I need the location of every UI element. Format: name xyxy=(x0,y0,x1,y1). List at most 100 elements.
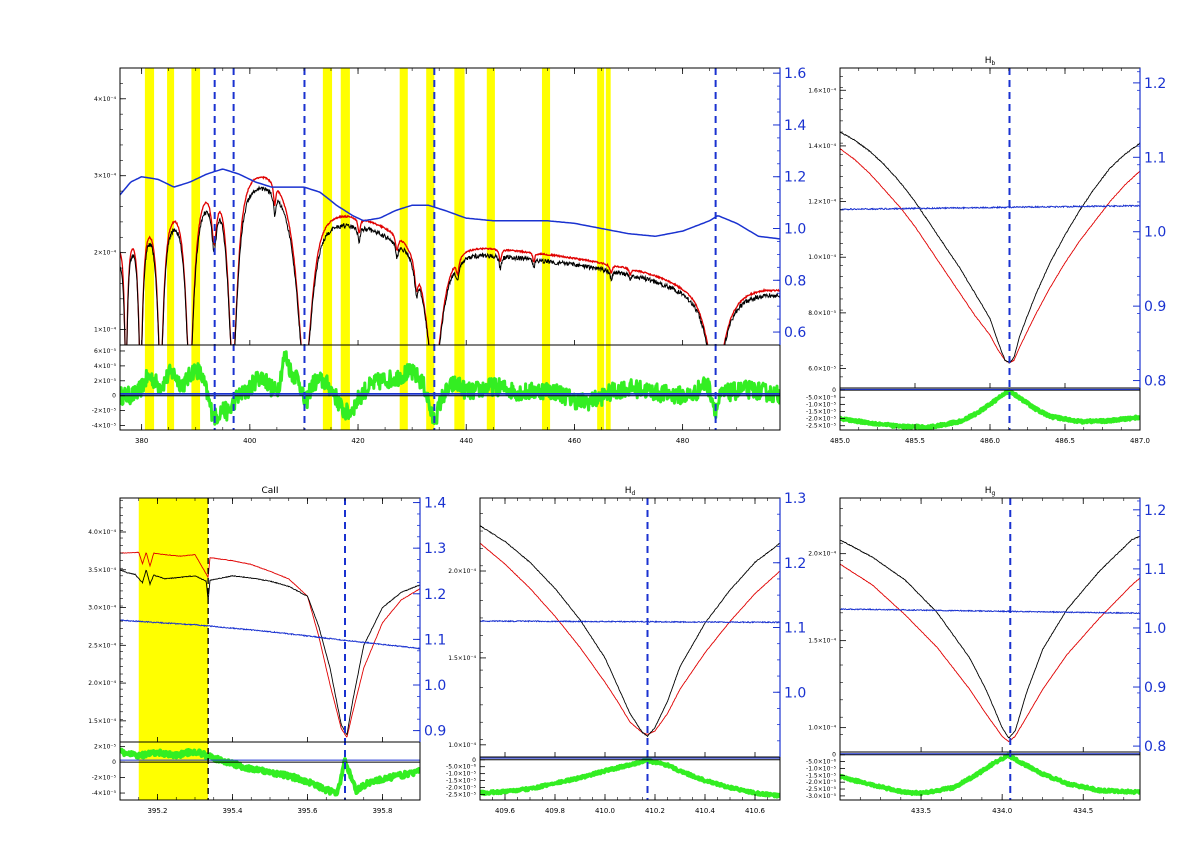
x-tick-label-hd-5: 410.6 xyxy=(745,807,766,815)
x-tick-label-caii-2: 395.6 xyxy=(297,807,318,815)
ratio-curve-hb xyxy=(840,204,1140,211)
x-tick-label-hd-3: 410.2 xyxy=(645,807,665,815)
resid-tick-label-hg-3: -1.5×10⁻⁵ xyxy=(806,772,837,779)
resid-tick-label-overview-1: 4×10⁻⁵ xyxy=(94,363,117,370)
right-tick-label-overview-1: 0.8 xyxy=(784,273,806,289)
resid-frame-overview xyxy=(119,344,781,431)
fit-band-overview-9 xyxy=(541,68,551,345)
x-tick-label-overview-5: 480 xyxy=(676,437,689,445)
panel-hd: 1.0×10⁻⁴ 1.5×10⁻⁴ 2.0×10⁻⁴ 1.0 1.1 1.2 1.3 0-5.… xyxy=(446,486,806,815)
x-tick-label-hb-0: 485.0 xyxy=(830,437,850,445)
residual-hg xyxy=(840,752,1140,797)
plot-area-caii xyxy=(120,498,420,742)
left-tick-label-hg-1: 1.5×10⁻⁴ xyxy=(808,638,836,645)
left-tick-label-hb-4: 1.4×10⁻⁴ xyxy=(808,143,836,150)
resid-tick-label-hb-1: -5.0×10⁻⁶ xyxy=(806,394,837,401)
model-spectrum-caii xyxy=(120,551,420,738)
resid-tick-label-hb-3: -1.5×10⁻⁵ xyxy=(806,408,837,415)
observed-spectrum-caii xyxy=(120,569,420,735)
fit-band-resid-overview-5 xyxy=(399,345,408,430)
panel-title-caii: CaII xyxy=(261,486,278,496)
right-tick-label-hb-0: 0.8 xyxy=(1144,374,1166,390)
right-tick-label-hg-0: 0.8 xyxy=(1144,739,1166,755)
x-tick-label-hg-1: 434.0 xyxy=(992,807,1012,815)
right-tick-label-caii-3: 1.2 xyxy=(424,587,446,603)
right-tick-label-overview-5: 1.6 xyxy=(784,66,806,82)
left-tick-label-hd-2: 2.0×10⁻⁴ xyxy=(448,568,476,575)
resid-tick-label-hg-6: -3.0×10⁻⁵ xyxy=(806,793,837,800)
plot-area-hg xyxy=(840,535,1140,743)
x-tick-label-hd-4: 410.4 xyxy=(695,807,716,815)
left-tick-label-hb-1: 8.0×10⁻⁵ xyxy=(808,310,836,317)
residual-caii xyxy=(120,747,420,797)
left-tick-label-overview-3: 4×10⁻⁴ xyxy=(94,96,117,103)
x-tick-label-hg-0: 433.5 xyxy=(911,807,931,815)
resid-tick-label-overview-3: 0 xyxy=(112,393,116,400)
x-tick-label-overview-4: 460 xyxy=(568,437,581,445)
model-spectrum-hd xyxy=(480,542,780,735)
plot-area-overview xyxy=(120,68,780,345)
left-tick-label-hd-1: 1.5×10⁻⁴ xyxy=(448,655,476,662)
right-tick-label-overview-3: 1.2 xyxy=(784,170,806,186)
model-spectrum-hb xyxy=(840,148,1140,364)
x-tick-label-hb-3: 486.5 xyxy=(1055,437,1075,445)
resid-area-hb xyxy=(840,388,1140,430)
observed-spectrum-hb xyxy=(840,131,1140,364)
resid-tick-label-hg-2: -1.0×10⁻⁵ xyxy=(806,765,837,772)
resid-tick-label-hd-0: 0 xyxy=(472,757,476,764)
right-tick-label-hg-4: 1.2 xyxy=(1144,503,1166,519)
x-tick-label-caii-3: 395.8 xyxy=(372,807,392,815)
fit-band-overview-8 xyxy=(486,68,495,345)
right-tick-label-caii-4: 1.3 xyxy=(424,541,446,557)
x-tick-label-overview-0: 380 xyxy=(135,437,148,445)
panel-title-hd: Hd xyxy=(625,486,636,497)
right-tick-label-hg-3: 1.1 xyxy=(1144,562,1166,578)
resid-tick-label-hd-3: -1.5×10⁻⁵ xyxy=(446,778,477,785)
panel-overview: 1×10⁻⁴ 2×10⁻⁴ 3×10⁻⁴ 4×10⁻⁴ 0.6 0.8 1.0 1.2 1.4 1… xyxy=(92,66,807,445)
resid-tick-label-hb-5: -2.5×10⁻⁵ xyxy=(806,423,837,430)
residual-hd xyxy=(480,757,780,799)
right-tick-label-hb-3: 1.1 xyxy=(1144,150,1166,166)
x-tick-label-hb-2: 486.0 xyxy=(980,437,1000,445)
x-tick-label-caii-1: 395.4 xyxy=(222,807,243,815)
right-tick-label-hg-1: 0.9 xyxy=(1144,680,1166,696)
fit-band-overview-7 xyxy=(454,68,465,345)
right-tick-label-hd-1: 1.1 xyxy=(784,621,806,637)
fit-band-overview-2 xyxy=(191,68,201,345)
right-tick-label-hb-4: 1.2 xyxy=(1144,76,1166,92)
right-tick-label-caii-1: 1.0 xyxy=(424,678,446,694)
fit-band-overview-11 xyxy=(605,68,611,345)
x-tick-label-hd-1: 409.8 xyxy=(545,807,565,815)
fit-band-resid-overview-0 xyxy=(144,345,155,430)
fit-band-caii-0 xyxy=(138,498,209,742)
left-tick-label-overview-1: 2×10⁻⁴ xyxy=(94,250,117,257)
right-tick-label-hb-1: 0.9 xyxy=(1144,299,1166,315)
left-tick-label-hg-2: 2.0×10⁻⁴ xyxy=(808,551,836,558)
right-tick-label-overview-0: 0.6 xyxy=(784,325,806,341)
resid-area-caii xyxy=(120,742,420,800)
observed-spectrum-overview xyxy=(120,185,780,345)
x-tick-label-overview-2: 420 xyxy=(351,437,364,445)
residual-overview xyxy=(120,350,780,426)
resid-tick-label-hd-2: -1.0×10⁻⁵ xyxy=(446,771,477,778)
resid-area-hd xyxy=(480,757,780,799)
panel-caii: 1.5×10⁻⁴ 2.0×10⁻⁴ 2.5×10⁻⁴ 3.0×10⁻⁴ 3.5×10⁻⁴… xyxy=(88,486,446,815)
left-tick-label-caii-2: 2.5×10⁻⁴ xyxy=(88,642,116,649)
model-spectrum-hg xyxy=(840,563,1140,743)
resid-tick-label-hg-0: 0 xyxy=(832,752,836,759)
resid-tick-label-overview-5: -4×10⁻⁵ xyxy=(92,423,117,430)
panel-title-hg: Hg xyxy=(985,486,996,497)
left-tick-label-hb-0: 6.0×10⁻⁵ xyxy=(808,366,836,373)
resid-frame-hg xyxy=(839,751,1141,801)
resid-tick-label-caii-1: 0 xyxy=(112,759,116,766)
resid-tick-label-overview-0: 6×10⁻⁵ xyxy=(94,348,117,355)
right-tick-label-hb-2: 1.0 xyxy=(1144,225,1166,241)
ratio-curve-caii xyxy=(120,619,420,650)
resid-tick-label-hg-5: -2.5×10⁻⁵ xyxy=(806,786,837,793)
residual-hb xyxy=(840,388,1140,430)
x-tick-label-hb-1: 485.5 xyxy=(905,437,925,445)
plot-area-hd xyxy=(480,525,780,738)
fit-band-resid-overview-10 xyxy=(597,345,605,430)
x-tick-label-hd-2: 410.0 xyxy=(595,807,615,815)
